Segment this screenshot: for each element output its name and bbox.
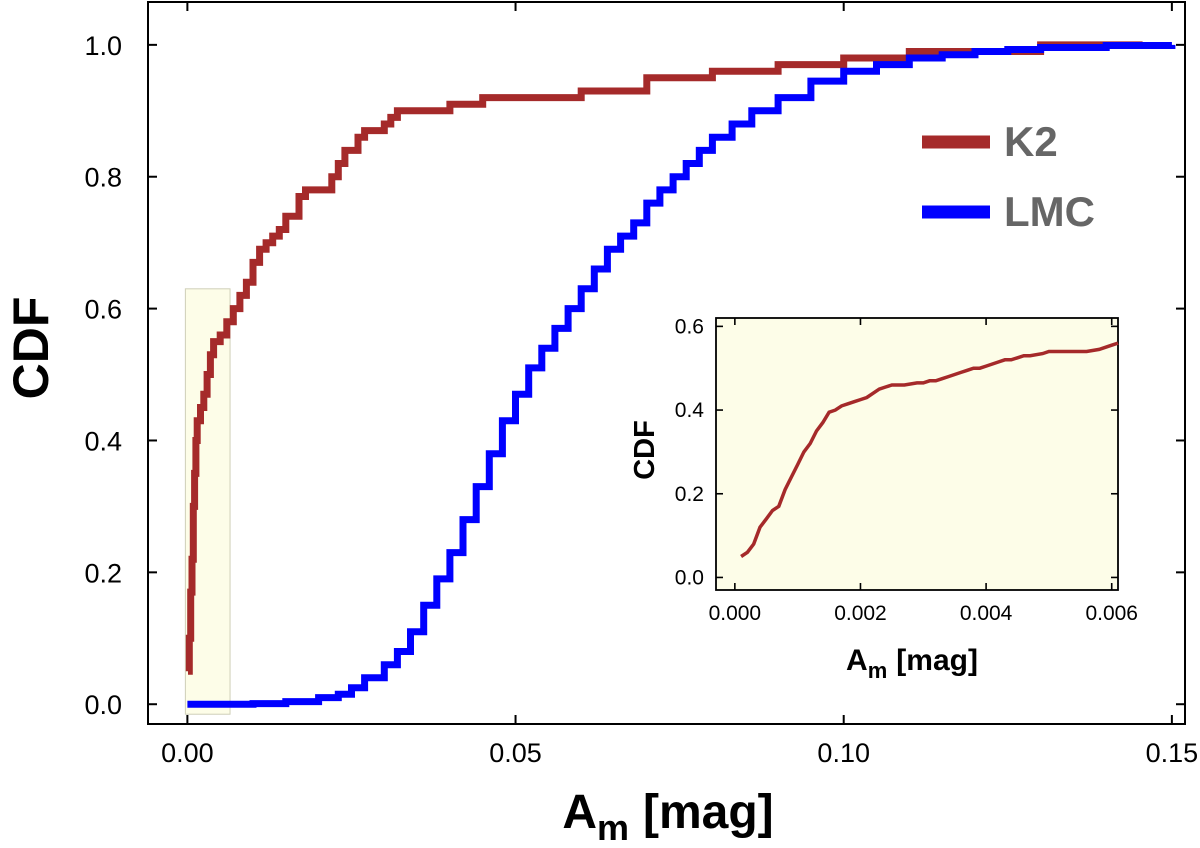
series-line-lmc — [187, 42, 1176, 708]
main-axis-ticks: 0.00 0.05 0.10 0.15 0.0 0.2 0.4 0.6 0.8 1.0 — [84, 2, 1198, 768]
main-plot: 0.00 0.05 0.10 0.15 0.0 0.2 0.4 0.6 0.8 1.0 — [84, 1, 1198, 768]
x-tick-label: 0.00 — [161, 738, 214, 768]
y-tick-label: 0.6 — [675, 315, 704, 338]
y-tick-label: 0.4 — [84, 426, 122, 456]
x-tick-label: 0.15 — [1146, 738, 1199, 768]
x-tick-label: 0.006 — [1085, 602, 1138, 625]
inset-x-axis-title-subscript: m — [868, 658, 888, 683]
inset-x-axis-title: Am [mag] — [846, 644, 978, 683]
series-line-k2 — [185, 41, 1143, 675]
y-tick-label: 0.2 — [84, 558, 122, 588]
inset-series-group — [740, 341, 1119, 558]
y-tick-label: 1.0 — [84, 31, 122, 61]
x-tick-label: 0.002 — [834, 602, 887, 625]
inset-x-axis-title-main: A — [846, 644, 868, 677]
y-axis-title: CDF — [3, 297, 59, 400]
x-tick-label: 0.05 — [489, 738, 542, 768]
inset-plot: 0.000 0.002 0.004 0.006 0.0 0.2 0.4 0.6 — [675, 315, 1138, 625]
y-tick-label: 0.4 — [675, 399, 705, 422]
main-plot-frame — [147, 1, 1186, 725]
x-axis-title-subscript: m — [597, 807, 629, 848]
legend: K2 LMC — [922, 118, 1095, 235]
x-tick-label: 0.10 — [817, 738, 870, 768]
legend-label-k2: K2 — [1004, 118, 1058, 165]
series-line-k2 — [740, 341, 1119, 558]
x-tick-label: 0.004 — [960, 602, 1013, 625]
legend-label-lmc: LMC — [1004, 188, 1095, 235]
x-tick-label: 0.000 — [709, 602, 762, 625]
inset-x-axis-title-unit: [mag] — [896, 644, 978, 677]
y-tick-label: 0.0 — [84, 690, 122, 720]
y-tick-label: 0.0 — [675, 566, 704, 589]
y-tick-label: 0.8 — [84, 163, 122, 193]
x-axis-title-unit: [mag] — [643, 786, 774, 839]
inset-plot-background — [716, 318, 1118, 590]
x-axis-title: Am [mag] — [562, 786, 773, 848]
x-axis-title-main: A — [562, 786, 597, 839]
inset-y-axis-title: CDF — [629, 420, 661, 480]
y-tick-label: 0.2 — [675, 483, 704, 506]
main-series-group — [185, 41, 1176, 708]
inset-plot-frame — [715, 317, 1119, 591]
y-tick-label: 0.6 — [84, 295, 122, 325]
inset-axis-ticks: 0.000 0.002 0.004 0.006 0.0 0.2 0.4 0.6 — [675, 315, 1138, 625]
